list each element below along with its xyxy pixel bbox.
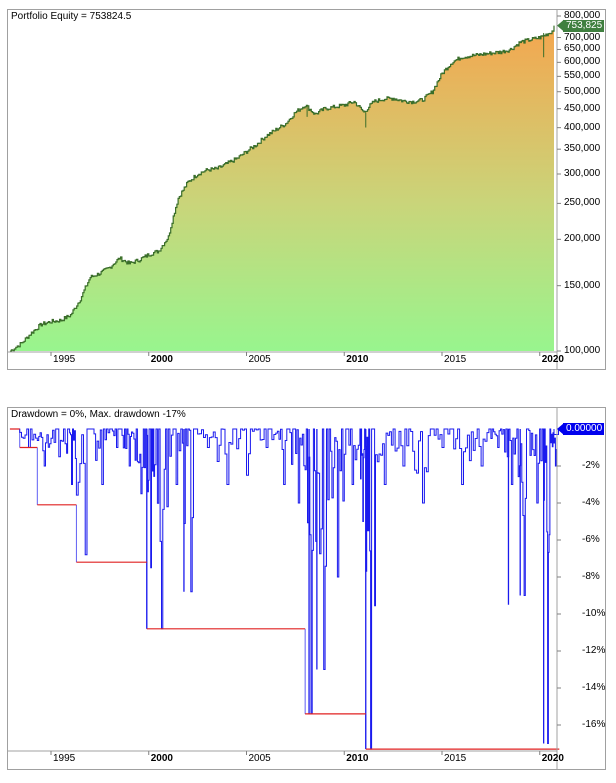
equity-y-tick-label: 500,000 [564,85,601,97]
drawdown-x-tick-label: 2010 [346,753,369,764]
equity-x-tick-label: 2020 [541,354,564,365]
drawdown-chart-panel[interactable]: Drawdown = 0%, Max. drawdown -17% -2% -4%… [7,407,606,770]
drawdown-current-value-tag: 0.00000 [563,423,605,435]
equity-y-tick-label: 700,000 [564,31,601,43]
drawdown-y-tick-label: -10% [582,608,606,619]
equity-y-tick-label: 350,000 [564,143,601,155]
drawdown-x-tick-label: 2000 [150,753,173,764]
equity-y-tick-label: 550,000 [564,70,601,82]
equity-y-tick-label: 300,000 [564,168,601,179]
drawdown-chart-plot [8,408,564,769]
equity-x-tick-label: 1995 [53,354,76,365]
drawdown-chart-title: Drawdown = 0%, Max. drawdown -17% [11,409,186,420]
drawdown-x-tick-label: 2005 [248,753,271,764]
equity-chart-panel[interactable]: Portfolio Equity = 753824.5 800,000 700,0… [7,9,606,370]
drawdown-x-tick-label: 1995 [53,753,76,764]
drawdown-y-tick-label: -6% [582,534,600,545]
equity-y-tick-label: 250,000 [564,197,601,209]
drawdown-x-tick-label: 2020 [541,753,564,764]
drawdown-y-tick-label: -14% [582,682,606,693]
drawdown-y-tick-label: -16% [582,719,606,730]
equity-chart-plot [8,10,564,369]
equity-x-tick-label: 2015 [444,354,467,365]
drawdown-y-tick-label: -4% [582,497,600,508]
drawdown-y-tick-label: -8% [582,571,600,582]
drawdown-y-tick-label: -2% [582,460,600,471]
equity-x-tick-label: 2000 [150,354,173,365]
equity-current-value-tag: 753,825 [563,19,605,32]
equity-y-tick-label: 650,000 [564,43,601,55]
equity-y-tick-label: 150,000 [564,279,601,291]
equity-y-tick-label: 200,000 [564,233,601,245]
equity-y-tick-label: 800,000 [564,10,601,21]
equity-y-tick-label: 450,000 [564,102,601,114]
equity-chart-title: Portfolio Equity = 753824.5 [11,11,132,22]
drawdown-y-tick-label: -12% [582,645,606,656]
drawdown-x-tick-label: 2015 [444,753,467,764]
equity-x-tick-label: 2010 [346,354,369,365]
equity-y-tick-label: 100,000 [564,345,601,356]
equity-y-tick-label: 600,000 [564,56,601,68]
equity-y-tick-label: 400,000 [564,121,601,133]
equity-x-tick-label: 2005 [248,354,271,365]
